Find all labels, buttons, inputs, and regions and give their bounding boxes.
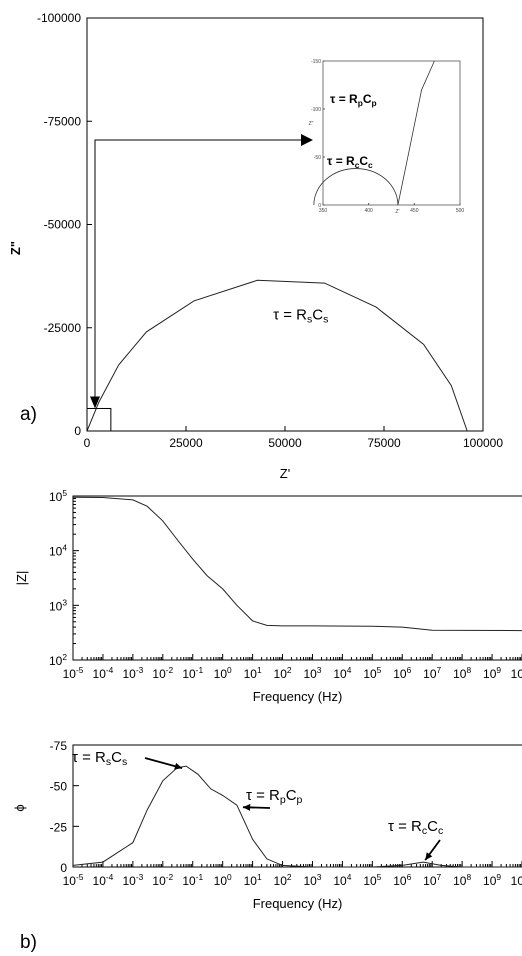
phase-annotation-arrowhead [425, 852, 433, 861]
nyquist-y-tick-label: -75000 [44, 114, 82, 128]
mag-x-tick-label: 1010 [511, 665, 522, 681]
phase-x-tick-label: 105 [363, 872, 381, 888]
nyquist-plot: 0 25000 50000 75000 100000 0 -25000 -50000 -7500… [8, 11, 503, 481]
nyquist-y-tick-label: -50000 [44, 218, 82, 232]
phase-x-tick-label: 100 [214, 872, 232, 888]
mag-x-tick-label: 108 [453, 665, 471, 681]
mag-series-line [72, 496, 522, 632]
inset-connector-line [94, 139, 301, 405]
phase-y-tick-label: 0 [60, 861, 67, 875]
panel-label-a: a) [20, 404, 37, 425]
nyquist-x-tick-label: 25000 [169, 436, 203, 450]
zoom-arrowhead [90, 396, 100, 409]
phase-x-tick-label: 109 [483, 872, 501, 888]
inset-frame [322, 60, 461, 206]
inset-annotation-rccc: τ = RcCc [327, 154, 373, 170]
inset-arrowhead [301, 134, 313, 146]
phase-x-tick-label: 1010 [511, 872, 522, 888]
nyquist-x-tick-label: 0 [84, 436, 91, 450]
mag-x-tick-label: 102 [274, 665, 292, 681]
mag-x-tick-label: 10-4 [93, 665, 114, 681]
phase-y-axis-title: ϕ [12, 804, 27, 811]
nyquist-x-tick-label: 75000 [367, 436, 401, 450]
phase-y-tick-label: -50 [50, 780, 68, 794]
phase-x-tick-label: 10-1 [182, 872, 203, 888]
mag-y-tick-label: 104 [49, 543, 67, 559]
phase-frame [72, 744, 522, 868]
inset-y-tick-label: -150 [311, 59, 321, 65]
nyquist-y-tick-label: -100000 [37, 11, 81, 25]
inset-y-tick-label: -100 [311, 107, 321, 113]
nyquist-x-tick-label: 100000 [463, 436, 503, 450]
phase-annotation: τ = RcCc [388, 818, 443, 837]
phase-x-axis-title: Frequency (Hz) [253, 896, 343, 911]
nyquist-annotation: τ = RsCs [273, 306, 328, 325]
mag-x-tick-label: 10-5 [63, 665, 84, 681]
nyquist-x-tick-label: 50000 [268, 436, 302, 450]
mag-y-tick-label: 102 [49, 652, 67, 668]
phase-x-tick-label: 101 [244, 872, 262, 888]
inset-x-tick-label: 500 [456, 208, 465, 214]
inset-x-tick-label: 350 [319, 208, 328, 214]
mag-x-tick-label: 101 [244, 665, 262, 681]
mag-y-tick-label: 105 [49, 488, 67, 504]
mag-y-tick-label: 103 [49, 597, 67, 613]
inset-arc [313, 168, 399, 206]
bode-magnitude-plot: 102 103 104 105 10-5 10-4 10-3 10-2 10-1 100 101 10… [14, 488, 522, 704]
mag-x-axis-title: Frequency (Hz) [253, 689, 343, 704]
phase-x-tick-label: 108 [453, 872, 471, 888]
inset-x-tick-label: 450 [410, 208, 419, 214]
phase-x-tick-label: 106 [393, 872, 411, 888]
mag-x-tick-label: 104 [333, 665, 351, 681]
inset-x-axis-title: Z' [395, 209, 399, 215]
bode-phase-plot: 0 -25 -50 -75 10-5 10-4 10-3 10-2 10-1 100 101 102 1… [12, 739, 522, 911]
nyquist-series-line [86, 279, 468, 432]
inset-y-tick-label: -50 [314, 155, 321, 161]
nyquist-y-tick-label: 0 [74, 424, 81, 438]
phase-x-tick-label: 103 [303, 872, 321, 888]
nyquist-y-axis-title: Z" [8, 241, 23, 255]
mag-x-tick-label: 106 [393, 665, 411, 681]
nyquist-x-axis-title: Z' [280, 466, 290, 481]
mag-x-tick-label: 103 [303, 665, 321, 681]
phase-x-tick-label: 10-5 [63, 872, 84, 888]
mag-x-tick-label: 109 [483, 665, 501, 681]
phase-series-line [72, 765, 522, 868]
inset-y-tick-label: 0 [318, 203, 321, 209]
mag-x-tick-label: 10-2 [152, 665, 173, 681]
phase-x-tick-label: 107 [423, 872, 441, 888]
inset-x-tick-label: 400 [364, 208, 373, 214]
nyquist-zoom-box [86, 407, 112, 432]
mag-x-tick-label: 105 [363, 665, 381, 681]
phase-annotation-arrowhead [242, 803, 251, 811]
phase-x-tick-label: 102 [274, 872, 292, 888]
nyquist-y-tick-label: -25000 [44, 321, 82, 335]
mag-frame [72, 495, 522, 661]
mag-x-tick-label: 107 [423, 665, 441, 681]
panel-label-b: b) [20, 932, 37, 953]
phase-y-tick-label: -25 [50, 820, 68, 834]
inset-line [397, 60, 435, 206]
phase-x-tick-label: 10-2 [152, 872, 173, 888]
phase-annotation: τ = RsCs [72, 749, 127, 768]
inset-annotation-rpcp: τ = RpCp [330, 92, 377, 108]
mag-x-tick-label: 100 [214, 665, 232, 681]
mag-x-tick-label: 10-3 [122, 665, 143, 681]
phase-annotation-arrowhead [174, 762, 183, 770]
inset-y-axis-title: Z" [309, 121, 314, 127]
mag-y-axis-title: |Z| [14, 571, 29, 586]
phase-x-tick-label: 10-4 [93, 872, 114, 888]
phase-x-tick-label: 10-3 [122, 872, 143, 888]
phase-annotation: τ = RpCp [246, 787, 303, 806]
phase-x-tick-label: 104 [333, 872, 351, 888]
mag-x-tick-label: 10-1 [182, 665, 203, 681]
phase-y-tick-label: -75 [50, 739, 68, 753]
